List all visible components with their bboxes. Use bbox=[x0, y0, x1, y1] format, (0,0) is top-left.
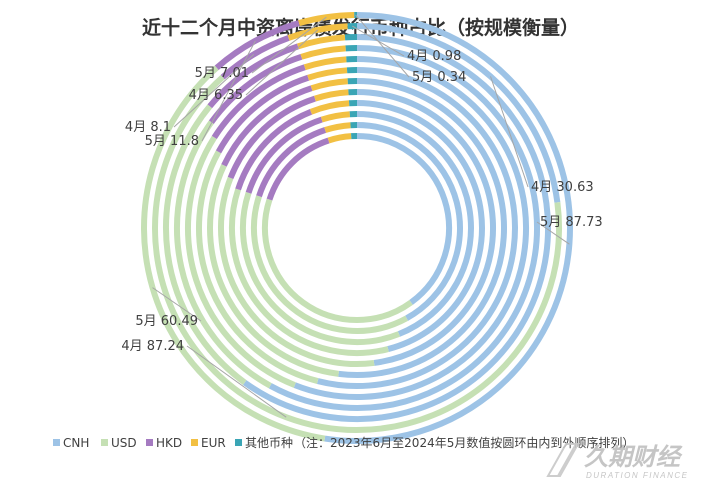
leader-line bbox=[152, 287, 202, 322]
label-may-usd: 5月 60.49 bbox=[135, 314, 198, 329]
ring-5-eur-arc bbox=[314, 89, 349, 102]
label-may-cnh: 5月 87.73 bbox=[540, 215, 603, 230]
ring-1-hkd-arc bbox=[266, 137, 330, 201]
watermark-name: 久期财经 bbox=[584, 443, 683, 471]
leader-line bbox=[201, 40, 256, 142]
ring-3-hkd-arc bbox=[245, 116, 323, 194]
ring-9-cnh-arc bbox=[268, 45, 540, 411]
legend-note: （注：2023年6月至2024年5月数值按圆环由内到外顺序排列） bbox=[294, 435, 634, 450]
ring-3-cnh-arc bbox=[356, 111, 474, 337]
ring-1-cnh-arc bbox=[356, 133, 452, 305]
ring-7-usd-arc bbox=[196, 150, 319, 384]
ring-12-usd-arc bbox=[141, 65, 326, 442]
legend-swatch-eur bbox=[191, 439, 198, 446]
legend-swatch-usd bbox=[101, 439, 108, 446]
legend-label-hkd: HKD bbox=[156, 436, 182, 450]
legend-label-cnh: CNH bbox=[63, 436, 89, 450]
watermark-logo-icon bbox=[546, 443, 580, 477]
ring-4-usd-arc bbox=[229, 188, 389, 356]
leader-line bbox=[251, 16, 327, 74]
ring-4-hkd-arc bbox=[235, 108, 313, 191]
ring-6-usd-arc bbox=[207, 164, 339, 377]
ring-5-hkd-arc bbox=[227, 95, 316, 180]
ring-4-eur-arc bbox=[309, 100, 350, 115]
ring-6-hkd-arc bbox=[221, 85, 313, 167]
ring-8-eur-arc bbox=[303, 56, 347, 71]
legend-label-other: 其他币种 bbox=[245, 436, 293, 450]
ring-4-cnh-arc bbox=[356, 100, 485, 352]
ring-3-eur-arc bbox=[320, 111, 351, 123]
watermark: 久期财经 DURATION FINANCE bbox=[546, 443, 689, 480]
leader-lines bbox=[152, 14, 570, 418]
ring-6-eur-arc bbox=[310, 78, 349, 92]
legend-swatch-cnh bbox=[53, 439, 60, 446]
legend: CNH USD HKD EUR 其他币种 （注：2023年6月至2024年5月数… bbox=[53, 435, 634, 450]
ring-7-eur-arc bbox=[307, 67, 348, 81]
ring-7-hkd-arc bbox=[215, 74, 310, 154]
ring-8-usd-arc bbox=[185, 135, 296, 388]
ring-5-usd-arc bbox=[218, 176, 375, 367]
legend-swatch-hkd bbox=[146, 439, 153, 446]
ring-1-usd-arc bbox=[262, 198, 413, 323]
leader-line bbox=[490, 76, 529, 188]
ring-2-eur-arc bbox=[324, 122, 351, 133]
legend-swatch-other bbox=[235, 439, 242, 446]
ring-10-cnh-arc bbox=[242, 34, 551, 422]
ring-9-hkd-arc bbox=[208, 53, 303, 124]
label-apr-hkd: 4月 8.1 bbox=[125, 120, 171, 135]
label-apr-other: 4月 0.98 bbox=[407, 49, 461, 64]
ring-8-cnh-arc bbox=[293, 56, 529, 400]
ring-9-eur-arc bbox=[300, 45, 346, 60]
ring-2-hkd-arc bbox=[256, 127, 327, 198]
legend-label-eur: EUR bbox=[201, 436, 226, 450]
ring-7-cnh-arc bbox=[316, 67, 518, 389]
ring-3-usd-arc bbox=[240, 191, 401, 345]
leader-line bbox=[245, 29, 319, 96]
label-apr-eur: 4月 6.35 bbox=[189, 88, 243, 103]
label-may-hkd: 5月 11.8 bbox=[145, 134, 199, 149]
leader-line bbox=[536, 221, 570, 245]
leader-line bbox=[173, 54, 255, 128]
ring-5-cnh-arc bbox=[356, 89, 496, 366]
ring-6-cnh-arc bbox=[338, 78, 508, 378]
ring-10-usd-arc bbox=[163, 104, 247, 385]
label-apr-usd: 4月 87.24 bbox=[121, 339, 184, 354]
watermark-sub: DURATION FINANCE bbox=[586, 471, 689, 480]
label-may-other: 5月 0.34 bbox=[412, 70, 466, 85]
label-apr-cnh: 4月 30.63 bbox=[531, 180, 594, 195]
ring-11-eur-arc bbox=[287, 23, 348, 41]
rings-group bbox=[141, 12, 573, 444]
label-may-eur: 5月 7.01 bbox=[195, 66, 249, 81]
ring-2-cnh-arc bbox=[356, 122, 463, 321]
leader-line bbox=[355, 14, 410, 78]
leader-line bbox=[186, 345, 287, 418]
ring-9-usd-arc bbox=[174, 120, 272, 389]
ring-1-eur-arc bbox=[327, 133, 352, 144]
legend-label-usd: USD bbox=[111, 436, 137, 450]
ring-10-hkd-arc bbox=[207, 43, 299, 109]
ring-8-hkd-arc bbox=[211, 64, 306, 140]
ring-2-usd-arc bbox=[251, 195, 409, 334]
